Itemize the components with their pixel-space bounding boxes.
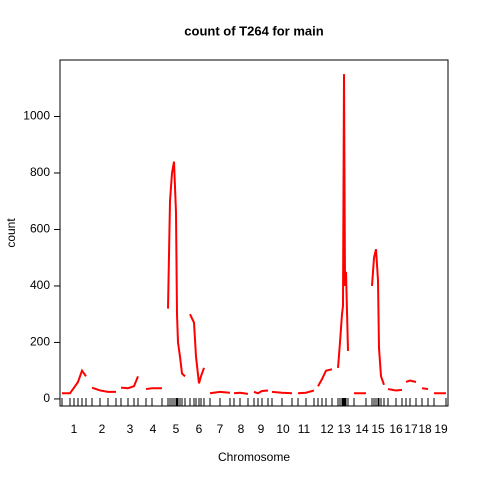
x-tick-label: 6 — [196, 422, 203, 436]
data-line — [62, 74, 446, 395]
y-tick-label: 800 — [30, 165, 50, 179]
x-tick-label: 18 — [418, 422, 432, 436]
x-tick-label: 4 — [150, 422, 157, 436]
x-tick-label: 11 — [298, 422, 311, 436]
x-tick-label: 9 — [258, 422, 265, 436]
x-tick-label: 2 — [99, 422, 106, 436]
y-tick-label: 400 — [30, 278, 50, 292]
y-tick-label: 1000 — [23, 109, 50, 123]
x-tick-label: 14 — [355, 422, 369, 436]
x-tick-label: 1 — [71, 422, 78, 436]
x-axis-label: Chromosome — [218, 450, 290, 464]
x-tick-label: 17 — [404, 422, 418, 436]
y-tick-label: 200 — [30, 335, 50, 349]
chart-title: count of T264 for main — [184, 23, 323, 38]
x-tick-label: 3 — [127, 422, 134, 436]
x-tick-label: 19 — [434, 422, 448, 436]
y-tick-label: 600 — [30, 222, 50, 236]
x-tick-label: 15 — [371, 422, 385, 436]
x-tick-label: 5 — [173, 422, 180, 436]
x-tick-label: 13 — [337, 422, 351, 436]
x-tick-label: 16 — [389, 422, 403, 436]
y-tick-label: 0 — [43, 391, 50, 405]
x-tick-label: 12 — [320, 422, 334, 436]
x-tick-label: 7 — [217, 422, 224, 436]
x-tick-label: 10 — [276, 422, 290, 436]
x-tick-label: 8 — [238, 422, 245, 436]
y-axis-label: count — [4, 218, 18, 248]
